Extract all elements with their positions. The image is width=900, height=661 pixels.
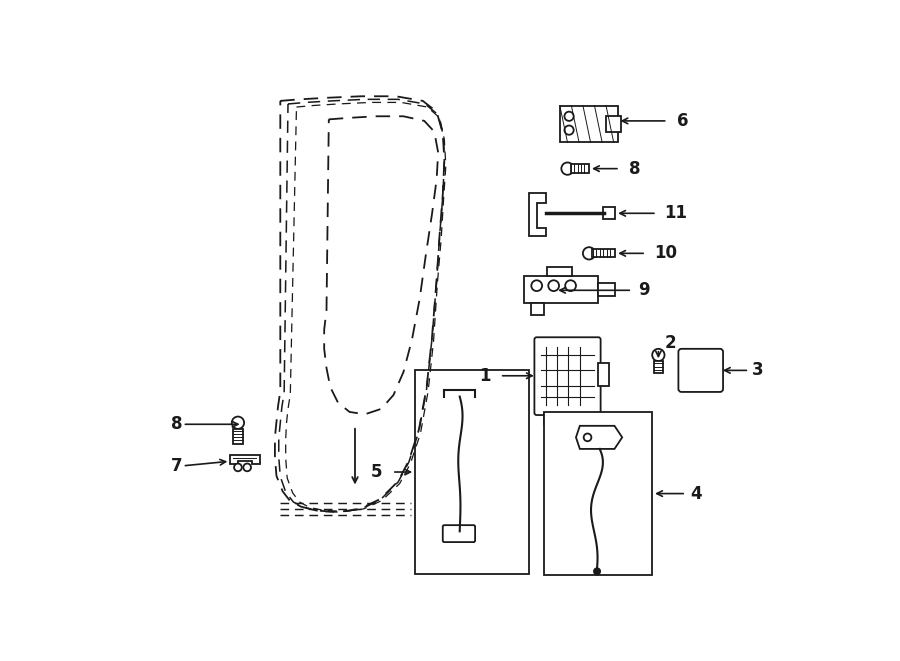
- Text: 1: 1: [479, 367, 490, 385]
- Polygon shape: [529, 193, 546, 235]
- Polygon shape: [576, 426, 622, 449]
- Bar: [571, 164, 590, 173]
- Bar: [544, 412, 590, 424]
- FancyBboxPatch shape: [443, 525, 475, 542]
- Circle shape: [583, 247, 595, 260]
- Text: 5: 5: [371, 463, 382, 481]
- Bar: [653, 361, 663, 373]
- Bar: [415, 370, 529, 574]
- Bar: [606, 116, 621, 132]
- Circle shape: [232, 416, 244, 429]
- Text: 7: 7: [171, 457, 183, 475]
- Bar: [603, 207, 616, 219]
- Circle shape: [652, 349, 664, 361]
- Bar: [544, 412, 652, 575]
- Text: 2: 2: [664, 334, 676, 352]
- FancyBboxPatch shape: [679, 349, 723, 392]
- Text: 3: 3: [752, 362, 764, 379]
- Bar: [525, 276, 598, 303]
- Text: 8: 8: [629, 160, 641, 178]
- Bar: [530, 303, 544, 315]
- Bar: [547, 267, 572, 276]
- Text: 4: 4: [690, 485, 702, 502]
- Bar: [598, 363, 609, 386]
- Circle shape: [234, 463, 242, 471]
- Text: 8: 8: [171, 415, 183, 433]
- Text: 9: 9: [638, 282, 650, 299]
- Text: 11: 11: [664, 204, 688, 222]
- Text: 10: 10: [653, 245, 677, 262]
- Circle shape: [243, 463, 251, 471]
- Text: 6: 6: [677, 112, 688, 130]
- Circle shape: [562, 163, 573, 175]
- Polygon shape: [230, 455, 259, 464]
- Bar: [592, 249, 616, 257]
- Bar: [560, 106, 617, 143]
- FancyBboxPatch shape: [535, 337, 600, 415]
- Bar: [233, 429, 243, 444]
- Bar: [598, 283, 616, 297]
- Circle shape: [594, 568, 600, 574]
